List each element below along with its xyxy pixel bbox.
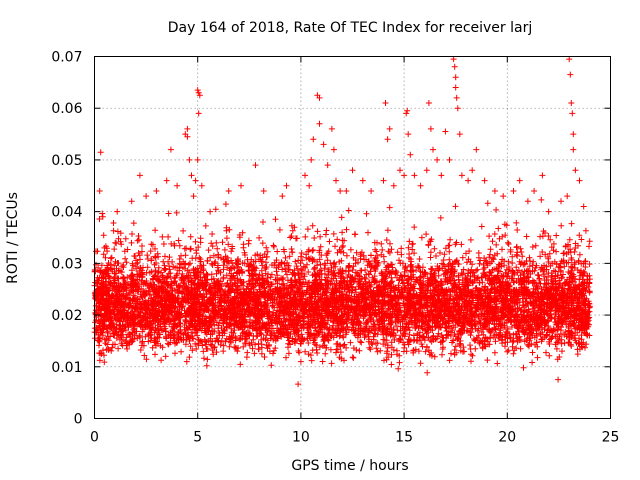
- data-point: [468, 351, 475, 358]
- data-point: [504, 348, 511, 355]
- data-point: [185, 261, 192, 268]
- data-point: [529, 349, 536, 356]
- data-point: [283, 354, 289, 361]
- data-point: [440, 344, 446, 351]
- data-point: [396, 359, 403, 366]
- data-point: [478, 329, 485, 335]
- data-point: [356, 347, 363, 354]
- data-point: [469, 352, 476, 359]
- data-point: [115, 345, 122, 352]
- data-point: [461, 348, 468, 355]
- data-point: [517, 345, 524, 352]
- data-point: [374, 348, 381, 355]
- data-point: [353, 249, 360, 256]
- data-point: [505, 347, 512, 354]
- data-point: [285, 350, 292, 357]
- data-points: [91, 56, 593, 388]
- data-point: [446, 357, 453, 364]
- data-point: [417, 360, 424, 367]
- data-point: [270, 350, 276, 357]
- data-point: [223, 272, 230, 279]
- chart-title: Day 164 of 2018, Rate Of TEC Index for r…: [168, 20, 533, 36]
- data-point: [178, 348, 185, 355]
- data-point: [101, 352, 107, 359]
- data-point: [240, 343, 247, 350]
- data-point: [505, 258, 512, 265]
- data-point: [393, 323, 400, 329]
- data-point: [399, 332, 406, 339]
- data-point: [279, 276, 286, 283]
- data-point: [226, 343, 233, 350]
- data-point: [172, 350, 178, 357]
- data-point: [268, 362, 275, 369]
- data-point: [546, 352, 553, 359]
- data-point: [369, 341, 376, 348]
- data-point: [201, 355, 207, 362]
- data-point: [347, 339, 354, 346]
- data-point: [158, 357, 165, 364]
- data-point: [509, 260, 516, 266]
- data-point: [395, 365, 402, 372]
- data-point: [396, 257, 402, 264]
- data-point: [137, 347, 144, 353]
- data-point: [586, 261, 593, 268]
- data-point: [314, 350, 321, 356]
- data-point: [543, 349, 549, 356]
- data-point: [340, 249, 347, 256]
- data-point: [120, 274, 127, 281]
- data-point: [510, 337, 517, 344]
- data-point: [467, 342, 473, 349]
- data-point: [284, 271, 290, 278]
- data-point: [271, 347, 277, 354]
- data-point: [467, 332, 474, 339]
- data-point: [513, 264, 520, 271]
- grid-lines: [94, 56, 611, 419]
- data-point: [298, 250, 305, 256]
- data-point: [422, 348, 429, 355]
- data-point: [319, 358, 326, 365]
- data-point: [142, 333, 149, 340]
- data-point: [460, 266, 467, 273]
- data-point: [358, 339, 365, 346]
- data-point: [361, 274, 368, 281]
- data-point: [477, 257, 484, 264]
- data-point: [507, 334, 514, 341]
